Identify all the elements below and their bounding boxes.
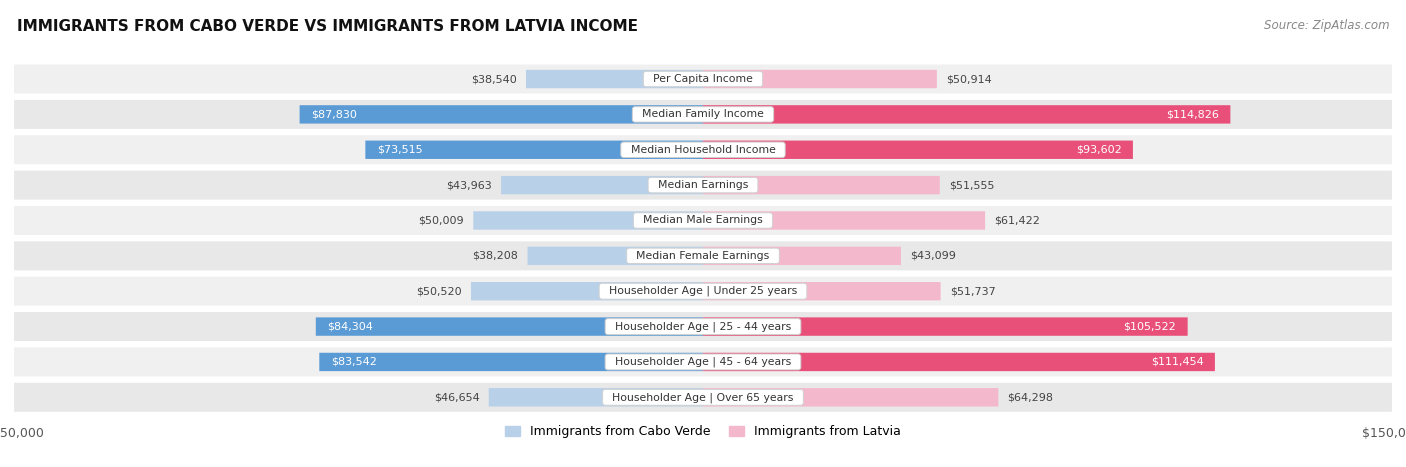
FancyBboxPatch shape — [319, 353, 703, 371]
Text: Householder Age | Over 65 years: Householder Age | Over 65 years — [606, 392, 800, 403]
FancyBboxPatch shape — [526, 70, 703, 88]
FancyBboxPatch shape — [14, 383, 1392, 412]
FancyBboxPatch shape — [366, 141, 703, 159]
FancyBboxPatch shape — [299, 105, 703, 124]
Text: Median Female Earnings: Median Female Earnings — [630, 251, 776, 261]
Text: Householder Age | 45 - 64 years: Householder Age | 45 - 64 years — [607, 357, 799, 367]
Text: $50,520: $50,520 — [416, 286, 461, 296]
FancyBboxPatch shape — [703, 282, 941, 300]
Text: $84,304: $84,304 — [328, 322, 373, 332]
FancyBboxPatch shape — [703, 318, 1188, 336]
FancyBboxPatch shape — [14, 135, 1392, 164]
Text: Median Family Income: Median Family Income — [636, 109, 770, 120]
FancyBboxPatch shape — [527, 247, 703, 265]
FancyBboxPatch shape — [703, 388, 998, 406]
Text: $87,830: $87,830 — [311, 109, 357, 120]
FancyBboxPatch shape — [14, 347, 1392, 376]
Text: $50,914: $50,914 — [946, 74, 991, 84]
Text: $111,454: $111,454 — [1150, 357, 1204, 367]
FancyBboxPatch shape — [703, 247, 901, 265]
FancyBboxPatch shape — [703, 70, 936, 88]
Text: $61,422: $61,422 — [994, 215, 1040, 226]
Text: Source: ZipAtlas.com: Source: ZipAtlas.com — [1264, 19, 1389, 32]
Text: $38,540: $38,540 — [471, 74, 517, 84]
Text: $51,555: $51,555 — [949, 180, 994, 190]
Text: Per Capita Income: Per Capita Income — [647, 74, 759, 84]
Legend: Immigrants from Cabo Verde, Immigrants from Latvia: Immigrants from Cabo Verde, Immigrants f… — [501, 420, 905, 443]
FancyBboxPatch shape — [703, 105, 1230, 124]
Text: Householder Age | Under 25 years: Householder Age | Under 25 years — [602, 286, 804, 297]
Text: IMMIGRANTS FROM CABO VERDE VS IMMIGRANTS FROM LATVIA INCOME: IMMIGRANTS FROM CABO VERDE VS IMMIGRANTS… — [17, 19, 638, 34]
FancyBboxPatch shape — [474, 211, 703, 230]
Text: $93,602: $93,602 — [1076, 145, 1122, 155]
Text: $43,963: $43,963 — [446, 180, 492, 190]
FancyBboxPatch shape — [703, 141, 1133, 159]
Text: Householder Age | 25 - 44 years: Householder Age | 25 - 44 years — [607, 321, 799, 332]
FancyBboxPatch shape — [316, 318, 703, 336]
Text: Median Male Earnings: Median Male Earnings — [636, 215, 770, 226]
Text: Median Earnings: Median Earnings — [651, 180, 755, 190]
Text: Median Household Income: Median Household Income — [624, 145, 782, 155]
Text: $38,208: $38,208 — [472, 251, 519, 261]
FancyBboxPatch shape — [14, 100, 1392, 129]
FancyBboxPatch shape — [703, 176, 939, 194]
FancyBboxPatch shape — [703, 211, 986, 230]
Text: $46,654: $46,654 — [434, 392, 479, 402]
Text: $114,826: $114,826 — [1166, 109, 1219, 120]
Text: $51,737: $51,737 — [950, 286, 995, 296]
FancyBboxPatch shape — [471, 282, 703, 300]
Text: $73,515: $73,515 — [377, 145, 422, 155]
FancyBboxPatch shape — [14, 241, 1392, 270]
FancyBboxPatch shape — [14, 277, 1392, 306]
Text: $64,298: $64,298 — [1008, 392, 1053, 402]
FancyBboxPatch shape — [501, 176, 703, 194]
FancyBboxPatch shape — [14, 170, 1392, 199]
Text: $43,099: $43,099 — [910, 251, 956, 261]
Text: $83,542: $83,542 — [330, 357, 377, 367]
FancyBboxPatch shape — [14, 64, 1392, 93]
FancyBboxPatch shape — [703, 353, 1215, 371]
Text: $105,522: $105,522 — [1123, 322, 1177, 332]
FancyBboxPatch shape — [489, 388, 703, 406]
Text: $50,009: $50,009 — [419, 215, 464, 226]
FancyBboxPatch shape — [14, 206, 1392, 235]
FancyBboxPatch shape — [14, 312, 1392, 341]
